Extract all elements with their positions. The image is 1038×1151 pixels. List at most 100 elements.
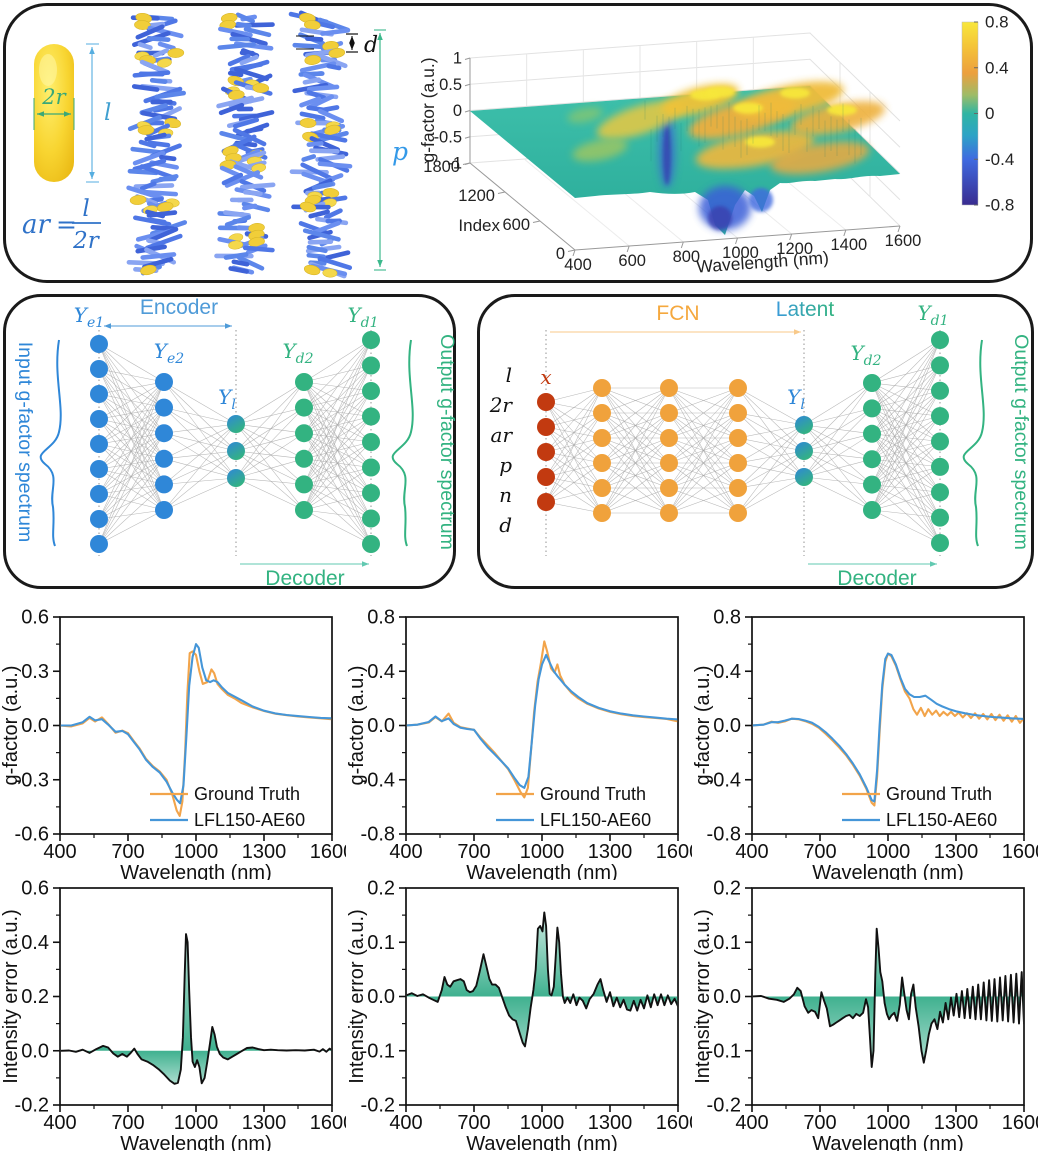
input-param-d: d <box>499 513 512 537</box>
layer <box>660 379 678 522</box>
edge <box>98 443 165 485</box>
edge <box>98 381 165 445</box>
plot-error-2: 400700100013001600Wavelength (nm)0.20.10… <box>346 869 692 1151</box>
neuron <box>931 457 949 476</box>
edge <box>163 458 237 479</box>
y-tick-label: -0.8 <box>361 824 395 846</box>
edge <box>98 381 165 470</box>
neuron <box>795 416 813 434</box>
rod <box>239 54 259 66</box>
edge <box>737 387 805 426</box>
wavelength-tick-label: 1000 <box>722 244 759 262</box>
edge <box>803 382 873 452</box>
y-tick-label: 0.0 <box>367 715 395 737</box>
plot-gfactor-2: 400700100013001600Wavelength (nm)0.80.40… <box>346 598 692 881</box>
rod <box>227 70 244 78</box>
neuron <box>931 381 949 400</box>
rod <box>239 50 255 56</box>
edge <box>98 381 165 520</box>
output-spectrum-label: Output g-factor spectrum <box>1010 334 1032 550</box>
formula-numerator: l <box>82 196 89 222</box>
edge <box>737 462 805 478</box>
edge <box>303 365 372 511</box>
edge <box>871 415 941 511</box>
neuron <box>863 475 881 494</box>
edge <box>871 339 941 434</box>
latent-label: Latent <box>776 298 835 321</box>
edge <box>98 458 165 545</box>
x-tick-label: 400 <box>735 841 768 863</box>
neuron <box>362 535 380 553</box>
edge <box>163 381 237 425</box>
x-tick-label: 400 <box>389 1112 422 1134</box>
rod <box>300 162 336 182</box>
rod <box>223 252 249 260</box>
neuron <box>90 485 108 503</box>
gold-capsule <box>299 201 317 213</box>
plot-error-3: 400700100013001600Wavelength (nm)0.20.10… <box>692 869 1038 1151</box>
y-tick-label: 0.2 <box>367 878 395 900</box>
x-axis-title: Wavelength (nm) <box>120 1133 272 1151</box>
x-tick-label: 1300 <box>242 841 287 863</box>
dimension-d: d <box>296 33 378 58</box>
x-axis-title: Wavelength (nm) <box>812 1133 964 1151</box>
y-tick-label: 0.6 <box>21 878 49 900</box>
gold-capsule <box>299 118 317 128</box>
index-tick <box>567 249 576 252</box>
error-fill <box>406 912 678 1047</box>
edge <box>163 407 237 425</box>
colorbar-tick-label: -0.8 <box>985 196 1014 215</box>
neuron <box>863 501 881 519</box>
neuron <box>593 479 611 497</box>
edge <box>163 477 237 511</box>
edge <box>163 450 237 485</box>
neuron <box>227 469 245 487</box>
x-tick-label: 1000 <box>520 1112 565 1134</box>
neuron <box>931 407 949 426</box>
edge <box>235 450 305 460</box>
wavelength-tick <box>680 241 684 249</box>
rod <box>150 99 173 105</box>
x-tick-label: 700 <box>803 1112 836 1134</box>
neuron <box>863 450 881 469</box>
neuron <box>362 433 380 451</box>
surface-canyon <box>663 125 671 185</box>
rod <box>313 51 348 69</box>
arrow-head <box>930 561 937 567</box>
y-tick-label: 0.2 <box>713 878 741 900</box>
wavelength-tick-label: 1600 <box>885 232 922 250</box>
x-tick-label: 1600 <box>1002 841 1038 863</box>
z-tick <box>464 136 471 139</box>
z-axis-title: g-factor (a.u.) <box>420 57 438 162</box>
surface-peak <box>736 81 844 119</box>
x-tick-label: 700 <box>457 1112 490 1134</box>
layer <box>593 379 611 522</box>
wavelength-tick <box>626 245 630 253</box>
edge <box>163 423 237 460</box>
y-axis: 0.8 0.4 0.0 -0.4 -0.8 g-factor (a.u.) <box>692 607 752 846</box>
x-tick-label: 1600 <box>656 841 692 863</box>
edge <box>668 412 739 514</box>
edge <box>737 437 805 452</box>
rod <box>140 252 177 260</box>
y-tick-label: -0.2 <box>361 1095 395 1117</box>
neuron <box>537 393 555 411</box>
rod <box>233 66 270 82</box>
plot-gfactor-1: 400700100013001600Wavelength (nm)0.60.30… <box>0 598 346 881</box>
neuron <box>729 454 747 472</box>
x-tick-label: 700 <box>803 841 836 863</box>
neuron <box>863 399 881 418</box>
neuron <box>90 510 108 528</box>
y-tick-label: 0.3 <box>21 661 49 683</box>
edge <box>737 424 805 514</box>
edge <box>601 412 670 514</box>
legend-label: LFL150-AE60 <box>886 810 997 830</box>
input-param-2r: 2r <box>489 393 514 417</box>
layer <box>795 416 813 486</box>
neuron <box>660 454 678 472</box>
edge <box>601 387 670 414</box>
decoder-label: Decoder <box>265 567 344 590</box>
surface-peak-tip <box>827 104 857 116</box>
edge <box>98 368 165 383</box>
